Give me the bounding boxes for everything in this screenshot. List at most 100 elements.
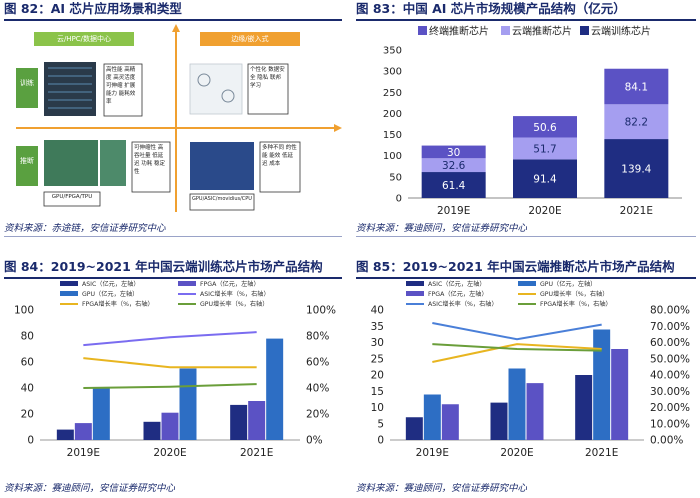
legend-label: 云端推断芯片 [512, 25, 572, 38]
y-right-tick-label: 0% [306, 435, 323, 447]
bar [593, 329, 611, 440]
bar-segment [513, 137, 577, 160]
title-rule [4, 19, 342, 21]
y-left-tick-label: 100 [14, 305, 34, 317]
y-right-tick-label: 40.00% [650, 370, 690, 382]
y-left-tick-label: 15 [371, 386, 384, 398]
y-right-tick-label: 20.00% [650, 402, 690, 414]
legend-label: FPGA增长率（%，右轴） [82, 300, 154, 308]
bar-segment [604, 104, 669, 140]
train-label: 训练 [20, 79, 34, 87]
y-left-tick-label: 5 [377, 418, 384, 430]
bar-segment [604, 68, 669, 105]
bar-segment [513, 159, 577, 198]
title-rule [356, 277, 696, 279]
legend-swatch [580, 26, 589, 35]
y-right-tick-label: 60% [306, 357, 329, 369]
data-label: 84.1 [625, 82, 648, 94]
y-right-tick-label: 50.00% [650, 353, 690, 365]
legend-swatch [178, 281, 196, 286]
bar [611, 349, 629, 440]
x-tick-label: 2020E [153, 447, 186, 459]
y-tick-label: 250 [383, 88, 402, 99]
legend-label: FPGA增长率（%，右轴） [540, 300, 612, 308]
y-left-tick-label: 80 [21, 331, 34, 343]
y-right-tick-label: 70.00% [650, 321, 690, 333]
y-left-tick-label: 30 [371, 337, 384, 349]
bar [423, 394, 441, 440]
bar [74, 423, 92, 440]
y-left-tick-label: 0 [377, 435, 384, 447]
data-label: 30 [447, 147, 460, 159]
y-left-tick-label: 25 [371, 353, 384, 365]
data-label: 139.4 [621, 164, 651, 176]
y-tick-label: 150 [383, 130, 402, 141]
y-tick-label: 200 [383, 109, 402, 120]
y-right-tick-label: 30.00% [650, 386, 690, 398]
infer-label: 推断 [20, 157, 34, 165]
chart-fig84: 0 20 40 60 80 100 0% 20% 40% 60% 80% 100% 2019E 2020E… [14, 280, 336, 459]
y-right-tick-label: 0.00% [650, 435, 683, 447]
cloud-chip-label: GPU/FPGA/TPU [51, 194, 93, 200]
series-line [432, 343, 602, 363]
x-tick-label: 2021E [585, 447, 618, 459]
legend-label: GPU增长率（%，右轴） [200, 300, 268, 308]
y-right-tick-label: 40% [306, 383, 329, 395]
y-tick-label: 50 [389, 172, 402, 183]
series-line [83, 357, 257, 369]
y-left-tick-label: 40 [21, 383, 34, 395]
source-note: 资料来源：赛迪顾问，安信证券研究中心 [356, 483, 528, 494]
legend-swatch [60, 281, 78, 286]
title-rule [4, 277, 342, 279]
panel-title: 图 84：2019~2021 年中国云端训练芯片市场产品结构 [4, 259, 323, 274]
legend-label: FPGA（亿元，左轴） [428, 290, 488, 298]
chart-fig85: 0 5 10 15 20 25 30 35 40 0.00% 10.00% 20.00% 30.00% 4… [371, 280, 690, 459]
series-line [83, 331, 257, 347]
bar [92, 388, 110, 440]
legend-label: 云端训练芯片 [591, 25, 651, 38]
data-label: 51.7 [533, 143, 556, 155]
legend-swatch [418, 26, 427, 35]
legend-label: ASIC增长率（%，右轴） [428, 300, 498, 308]
data-label: 91.4 [533, 174, 557, 186]
bar [248, 401, 266, 440]
y-left-tick-label: 40 [371, 305, 384, 317]
y-right-tick-label: 80.00% [650, 305, 690, 317]
legend-swatch [60, 291, 78, 296]
source-rule [4, 236, 342, 237]
x-tick-label: 2020E [500, 447, 533, 459]
y-left-tick-label: 60 [21, 357, 34, 369]
legend-label: GPU增长率（%，右轴） [540, 290, 608, 298]
series-line [83, 383, 257, 389]
series-line [432, 343, 602, 352]
bar [508, 368, 526, 440]
legend-swatch [406, 291, 424, 296]
y-tick-label: 0 [396, 194, 402, 205]
x-tick-label: 2021E [620, 205, 653, 216]
y-right-tick-label: 100% [306, 305, 336, 317]
source-note: 资料来源：赛迪顾问，安信证券研究中心 [4, 483, 176, 494]
x-tick-label: 2019E [67, 447, 100, 459]
data-label: 61.4 [442, 180, 466, 192]
source-note: 资料来源：赤途链，安信证券研究中心 [4, 223, 166, 234]
panel-title: 图 83：中国 AI 芯片市场规模产品结构（亿元） [356, 1, 626, 16]
legend-label: 终端推断芯片 [429, 25, 489, 38]
cloud-train-text: 高性能 高精度 高灵活度 可伸缩 扩展能力 能耗效率 [106, 67, 136, 105]
bar-segment [421, 145, 486, 159]
y-left-tick-label: 0 [27, 435, 34, 447]
cloud-header: 云/HPC/数据中心 [56, 35, 112, 43]
x-tick-label: 2020E [528, 205, 561, 216]
y-right-tick-label: 60.00% [650, 337, 690, 349]
y-left-tick-label: 20 [371, 370, 384, 382]
bar-segment [604, 139, 669, 198]
bar [56, 429, 74, 440]
bar [490, 402, 508, 440]
panel-fig84: 图 84：2019~2021 年中国云端训练芯片市场产品结构 0 20 40 60 80… [4, 258, 342, 498]
data-label: 82.2 [625, 117, 648, 129]
legend-label: ASIC（亿元，左轴） [428, 280, 486, 288]
bar [143, 421, 161, 440]
y-right-tick-label: 80% [306, 331, 329, 343]
edge-infer-text: 多种不同 的性能 能效 低延迟 成本 [262, 145, 297, 167]
y-left-tick-label: 20 [21, 409, 34, 421]
bar [575, 375, 593, 440]
